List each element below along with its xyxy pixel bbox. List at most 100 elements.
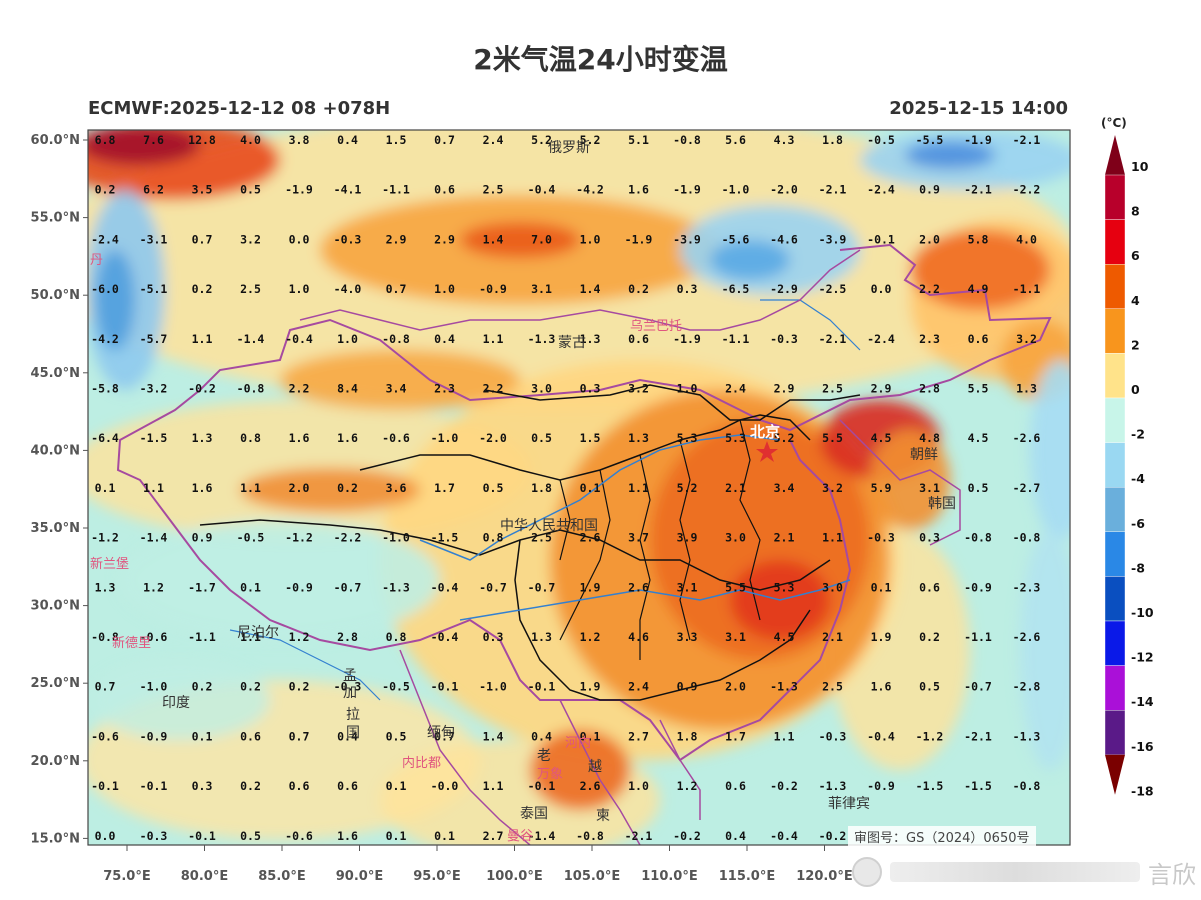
grid-value: -1.5 [964,779,992,793]
grid-value: 3.9 [677,531,698,545]
latitude-label: 40.0°N [31,443,80,458]
grid-value: 4.0 [240,133,261,147]
model-run-label: ECMWF:2025-12-12 08 +078H [88,98,391,119]
grid-value: -0.4 [431,580,459,594]
label-russia: 俄罗斯 [548,140,590,156]
grid-value: 1.4 [483,729,504,743]
grid-value: 2.3 [919,332,940,346]
grid-value: 1.3 [628,431,649,445]
grid-value: -1.9 [625,232,653,246]
label-edge: 丹 [90,253,103,268]
grid-value: 4.5 [871,431,892,445]
grid-value: 7.6 [143,133,164,147]
colorbar-segment [1104,620,1126,666]
colorbar-segment [1104,442,1126,488]
grid-value: -1.9 [673,183,701,197]
grid-value: -1.5 [140,431,168,445]
boundaries [116,243,1052,845]
grid-value: -4.6 [770,232,798,246]
grid-value: 5.2 [677,481,698,495]
grid-value: 3.1 [531,282,552,296]
grid-value: 0.2 [192,680,213,694]
grid-value: 0.0 [289,232,310,246]
grid-value: 0.2 [289,680,310,694]
grid-value: -0.3 [334,232,362,246]
grid-value: -1.3 [528,332,556,346]
grid-value: 2.5 [483,183,504,197]
grid-value: 0.5 [968,481,989,495]
grid-value: -0.8 [1013,779,1041,793]
grid-value: -1.2 [916,729,944,743]
grid-value: 0.7 [434,133,455,147]
grid-value: 4.3 [774,133,795,147]
grid-value: 0.8 [386,630,407,644]
grid-value: -1.1 [1013,282,1041,296]
grid-value: -1.0 [431,431,459,445]
valid-time-label: 2025-12-15 14:00 [889,98,1068,119]
colorbar: 10 8 6 4 2 0 -2 -4 -6 -8 -10 -12 -14 -16 -18 [1104,135,1154,798]
grid-value: 5.2 [580,133,601,147]
grid-value: -1.9 [964,133,992,147]
watermark-bar [890,862,1140,882]
axis-labels: 60.0°N 55.0°N 50.0°N 45.0°N 40.0°N 35.0°N 30.0… [31,133,853,884]
label-vietnam: 越 [588,759,602,775]
grid-value: 0.5 [919,680,940,694]
colorbar-unit: (°C) [1101,116,1127,130]
grid-value: 3.0 [531,382,552,396]
label-bangladesh-1: 孟 [343,668,357,684]
grid-value: -1.2 [285,531,313,545]
grid-value: 3.1 [677,580,698,594]
grid-value: -0.2 [673,829,701,843]
grid-value: 1.1 [192,332,213,346]
colorbar-segment [1104,487,1126,533]
grid-value: 3.2 [1016,332,1037,346]
grid-value: 1.0 [580,232,601,246]
grid-value: 0.8 [483,531,504,545]
grid-value: -0.9 [964,580,992,594]
colorbar-label: 10 [1131,159,1149,174]
grid-value: 0.5 [240,183,261,197]
grid-value: -0.8 [91,630,119,644]
grid-value: 5.5 [968,382,989,396]
grid-value: -2.2 [1013,183,1041,197]
grid-value: -1.4 [237,332,265,346]
grid-value: 1.8 [822,133,843,147]
map-title: 2米气温24小时变温 [473,43,728,76]
label-bangladesh-2: 加 [343,685,357,701]
grid-value: 2.3 [434,382,455,396]
grid-value: 0.6 [968,332,989,346]
grid-value: 0.9 [919,183,940,197]
latitude-label: 30.0°N [31,599,80,614]
label-ulaanbaatar: 乌兰巴托 [630,318,682,334]
grid-value: 2.5 [531,531,552,545]
grid-value: 0.1 [240,580,261,594]
grid-value: -6.0 [91,282,119,296]
grid-value: -2.2 [334,531,362,545]
grid-value: -0.1 [91,779,119,793]
grid-value: -0.6 [382,431,410,445]
colorbar-segment [1104,353,1126,399]
label-north-korea: 朝鲜 [910,447,938,463]
latitude-label: 20.0°N [31,754,80,769]
watermark: 言欣 [836,852,1196,892]
grid-value: -5.1 [140,282,168,296]
label-nepal: 尼泊尔 [237,625,279,641]
grid-value: 0.3 [919,531,940,545]
grid-value: -1.3 [382,580,410,594]
longitude-label: 85.0°E [258,869,305,884]
grid-value: -2.4 [867,183,895,197]
label-beijing: 北京 [750,423,780,441]
grid-value: 1.1 [143,481,164,495]
grid-value: -2.1 [819,332,847,346]
grid-value: 1.0 [289,282,310,296]
grid-value: -0.5 [382,680,410,694]
label-philippines: 菲律宾 [828,796,870,812]
grid-value: 0.4 [337,729,358,743]
grid-value: 0.7 [434,729,455,743]
grid-value: -2.4 [91,232,119,246]
label-india: 印度 [162,695,190,711]
grid-value: 2.0 [919,232,940,246]
grid-value: -0.8 [382,332,410,346]
grid-value: -3.1 [140,232,168,246]
